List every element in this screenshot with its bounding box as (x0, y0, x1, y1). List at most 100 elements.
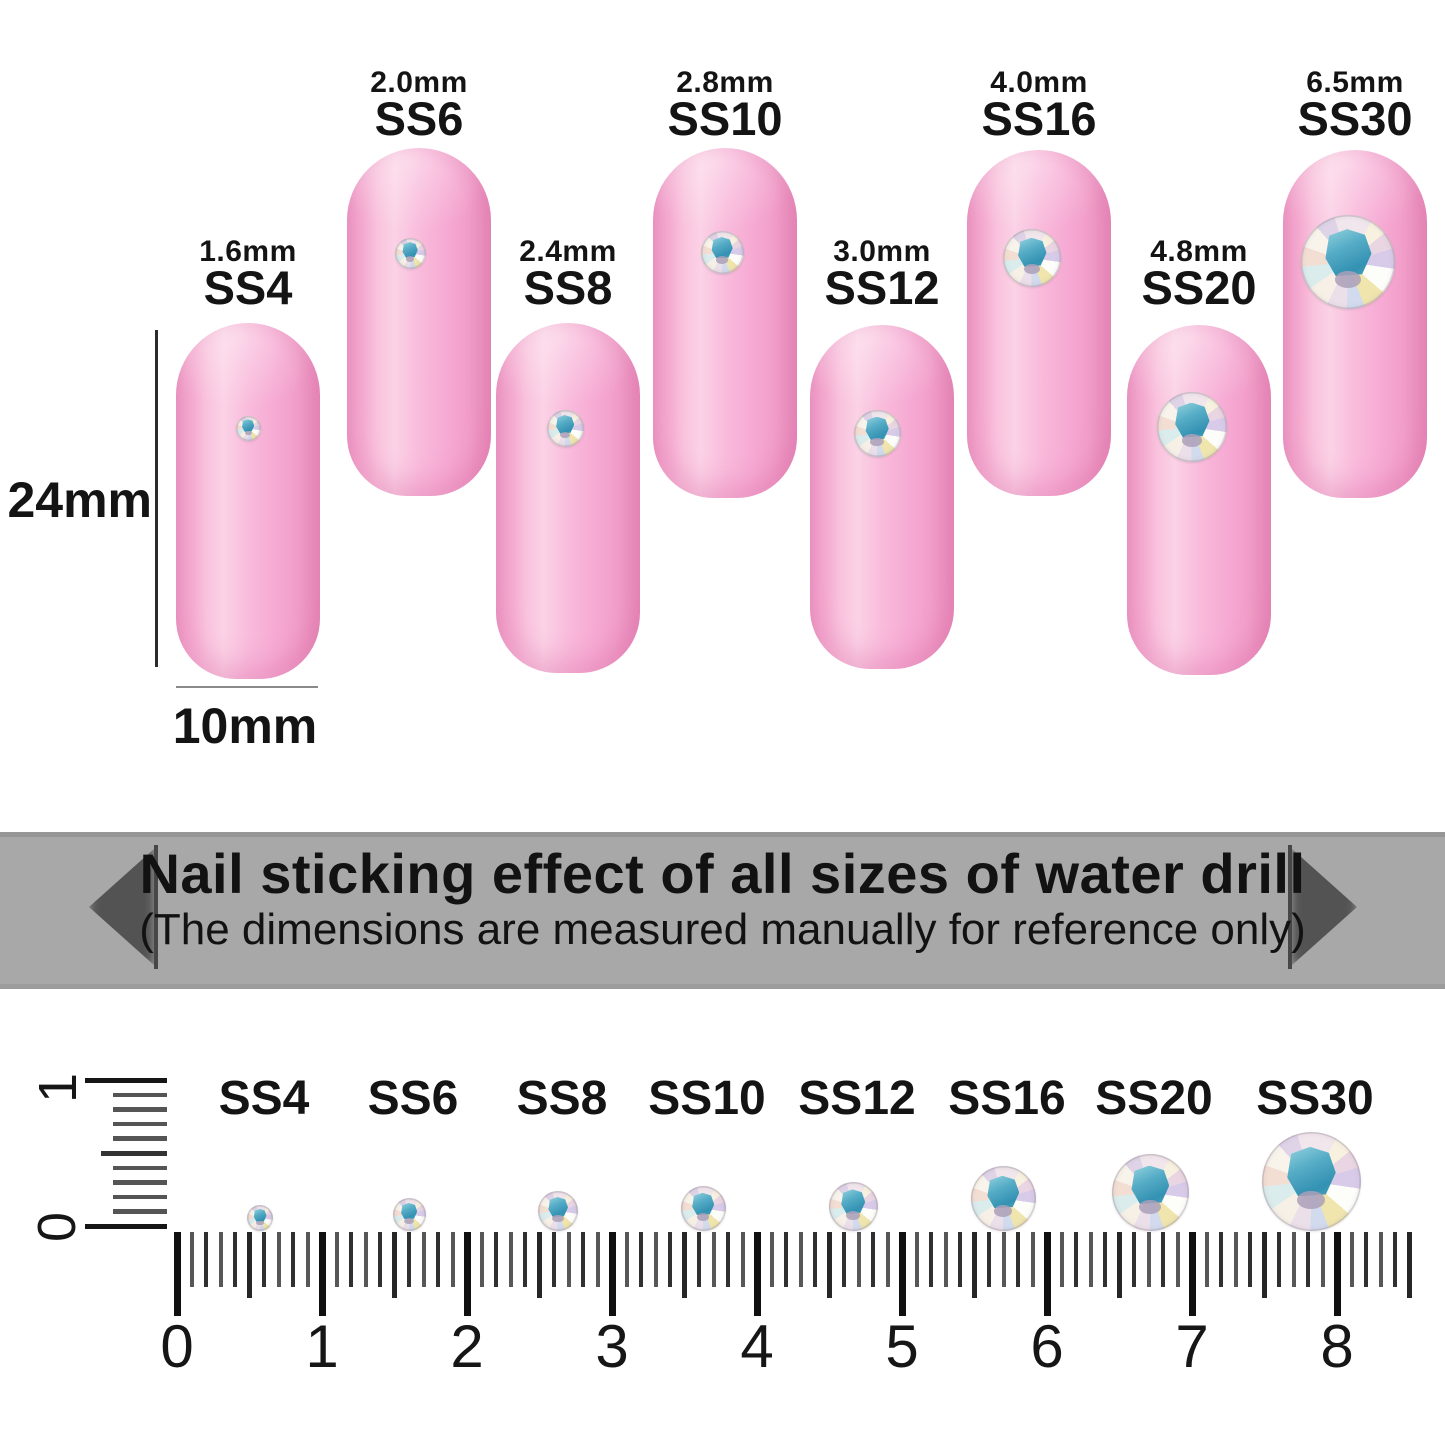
stone-ss-code-label: SS6 (367, 1072, 459, 1125)
ruler-tick (871, 1232, 875, 1287)
ruler-tick (898, 1232, 906, 1316)
ruler-tick (1320, 1232, 1325, 1287)
ruler-number: 6 (1030, 1313, 1064, 1380)
ruler-tick (1074, 1232, 1078, 1287)
ruler-tick (233, 1232, 237, 1287)
ruler-tick (682, 1232, 687, 1298)
ruler-tick (1161, 1232, 1165, 1287)
nail (810, 325, 954, 669)
ruler-tick (1088, 1232, 1093, 1287)
ruler-tick (608, 1232, 616, 1316)
ruler-tick (914, 1232, 919, 1287)
stone-ss-code-label: SS4 (203, 261, 293, 314)
ruler-tick (653, 1232, 658, 1287)
ruler-tick (711, 1232, 716, 1287)
ruler-tick (1132, 1232, 1136, 1287)
rhinestone (1003, 229, 1061, 287)
stone-ss-code-label: SS30 (1297, 92, 1413, 145)
ruler-tick (349, 1232, 353, 1287)
stone-ss-code-label: SS8 (516, 1072, 608, 1125)
nail (653, 148, 797, 498)
ruler-tick (113, 1209, 167, 1214)
ruler-tick (753, 1232, 761, 1316)
stone-ss-code-label: SS12 (824, 261, 940, 314)
ruler-tick (113, 1180, 167, 1185)
ruler-tick (523, 1232, 527, 1287)
ruler-tick (276, 1232, 281, 1287)
vertical-ruler-top-label: 1 (28, 1072, 88, 1104)
ruler-tick (113, 1165, 167, 1171)
ruler-tick (537, 1232, 542, 1298)
ruler-tick (508, 1232, 513, 1287)
rhinestone (1157, 392, 1227, 462)
ruler-tick (113, 1121, 167, 1127)
ruler-tick (740, 1232, 745, 1287)
ruler-tick (189, 1232, 194, 1287)
ruler-tick (595, 1232, 600, 1287)
rhinestone (392, 1198, 426, 1231)
ruler-tick (463, 1232, 471, 1316)
ruler-tick (1349, 1232, 1354, 1287)
ruler-tick (943, 1232, 948, 1287)
ruler-tick (421, 1232, 426, 1287)
ruler-tick (101, 1151, 167, 1156)
ruler-tick (1262, 1232, 1267, 1298)
ruler-tick (769, 1232, 774, 1287)
vertical-ruler-bottom-label: 0 (27, 1211, 87, 1243)
rhinestone (247, 1205, 273, 1231)
rhinestone (538, 1191, 578, 1231)
banner-title: Nail sticking effect of all sizes of wat… (139, 842, 1306, 905)
ruler-tick (885, 1232, 890, 1287)
ruler-tick (1175, 1232, 1180, 1287)
stone-size-mm-label: 2.8mm (676, 66, 774, 99)
ruler-tick (1043, 1232, 1051, 1316)
ruler-tick (827, 1232, 832, 1298)
ruler-tick (1393, 1232, 1397, 1287)
ruler-tick (1188, 1232, 1196, 1316)
height-dimension-line (155, 330, 158, 667)
banner-subtitle: (The dimensions are measured manually fo… (139, 905, 1306, 954)
ruler-tick (318, 1232, 326, 1316)
ruler-tick (1306, 1232, 1310, 1287)
ruler-tick (218, 1232, 223, 1287)
nail (1127, 325, 1271, 675)
stone-size-mm-label: 6.5mm (1306, 66, 1404, 99)
ruler-tick (668, 1232, 672, 1287)
ruler-tick (1233, 1232, 1238, 1287)
rhinestone (1261, 1132, 1361, 1231)
ruler-number: 5 (885, 1313, 919, 1380)
ruler-tick (929, 1232, 933, 1287)
ruler-tick (624, 1232, 629, 1287)
left-arrow-bar (154, 845, 158, 969)
ruler-tick (113, 1136, 167, 1141)
nail (176, 323, 320, 679)
stone-ss-code-label: SS20 (1095, 1072, 1213, 1125)
width-dimension-line (176, 686, 318, 688)
rhinestone (394, 237, 426, 269)
stone-ss-code-label: SS10 (667, 92, 783, 145)
ruler-number: 1 (305, 1313, 339, 1380)
ruler-tick (1291, 1232, 1296, 1287)
nail (967, 150, 1111, 496)
ruler-tick (798, 1232, 803, 1287)
ruler-tick (494, 1232, 498, 1287)
ruler-tick (1030, 1232, 1035, 1287)
ruler-number: 0 (160, 1313, 194, 1380)
ruler-tick (958, 1232, 962, 1287)
ruler-number: 3 (595, 1313, 629, 1380)
ruler-tick (407, 1232, 411, 1287)
ruler-tick (1103, 1232, 1107, 1287)
stone-ss-code-label: SS30 (1256, 1072, 1374, 1125)
ruler-number: 2 (450, 1313, 484, 1380)
banner: Nail sticking effect of all sizes of wat… (0, 832, 1445, 989)
rhinestone (828, 1182, 878, 1231)
ruler-tick (262, 1232, 266, 1287)
ruler-tick (450, 1232, 455, 1287)
ruler-tick (856, 1232, 861, 1287)
rhinestone (853, 409, 901, 457)
ruler-tick (363, 1232, 368, 1287)
stone-ss-code-label: SS4 (218, 1072, 310, 1125)
stone-ss-code-label: SS12 (798, 1072, 916, 1125)
stone-size-mm-label: 4.8mm (1150, 235, 1248, 268)
ruler-tick (479, 1232, 484, 1287)
